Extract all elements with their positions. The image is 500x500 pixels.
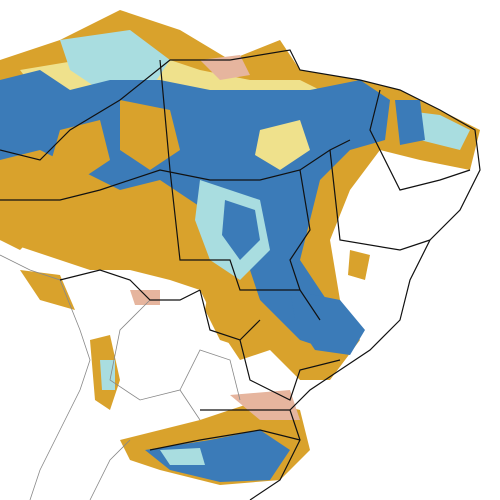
state-border	[379, 149, 471, 191]
anomaly-fields	[0, 10, 480, 485]
state-border	[199, 289, 261, 341]
patch	[205, 280, 270, 350]
patch	[200, 55, 250, 80]
country-borders	[0, 254, 241, 500]
state-border	[0, 49, 481, 500]
country-border	[89, 439, 131, 500]
state-border	[289, 169, 311, 291]
patch	[70, 200, 160, 270]
patch	[160, 448, 205, 465]
country-border	[109, 299, 201, 421]
patch	[222, 200, 260, 260]
patch	[290, 290, 365, 355]
state-border	[329, 149, 431, 251]
patch	[60, 30, 170, 90]
state-border	[239, 339, 341, 401]
patch	[130, 290, 160, 305]
country-border	[179, 349, 241, 401]
patch	[395, 100, 425, 145]
patch	[0, 170, 50, 250]
patch	[100, 360, 115, 390]
state-border	[149, 429, 301, 451]
state-borders	[0, 49, 481, 500]
state-border	[59, 269, 201, 301]
state-border	[0, 139, 351, 201]
patch	[145, 430, 290, 482]
patch	[230, 390, 300, 420]
patch	[348, 250, 370, 280]
patch	[255, 120, 310, 170]
country-border	[0, 254, 91, 500]
state-border	[369, 89, 381, 151]
